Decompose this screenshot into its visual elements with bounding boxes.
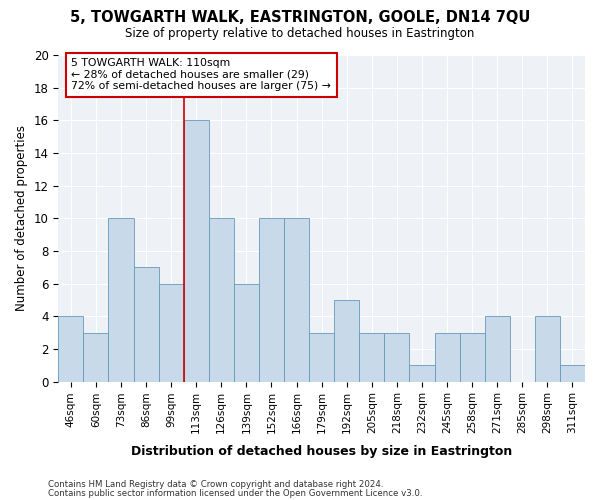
Bar bbox=[460, 332, 485, 382]
Bar bbox=[284, 218, 309, 382]
Text: 5 TOWGARTH WALK: 110sqm
← 28% of detached houses are smaller (29)
72% of semi-de: 5 TOWGARTH WALK: 110sqm ← 28% of detache… bbox=[71, 58, 331, 92]
Bar bbox=[158, 284, 184, 382]
Bar bbox=[309, 332, 334, 382]
Bar bbox=[134, 268, 158, 382]
Bar bbox=[334, 300, 359, 382]
Text: Contains public sector information licensed under the Open Government Licence v3: Contains public sector information licen… bbox=[48, 490, 422, 498]
Bar bbox=[58, 316, 83, 382]
Bar bbox=[359, 332, 385, 382]
Y-axis label: Number of detached properties: Number of detached properties bbox=[15, 126, 28, 312]
Bar bbox=[234, 284, 259, 382]
Bar bbox=[184, 120, 209, 382]
Bar bbox=[109, 218, 134, 382]
Bar bbox=[259, 218, 284, 382]
Bar bbox=[209, 218, 234, 382]
Bar bbox=[485, 316, 510, 382]
Text: Contains HM Land Registry data © Crown copyright and database right 2024.: Contains HM Land Registry data © Crown c… bbox=[48, 480, 383, 489]
Bar bbox=[83, 332, 109, 382]
Bar bbox=[535, 316, 560, 382]
Bar bbox=[409, 365, 434, 382]
X-axis label: Distribution of detached houses by size in Eastrington: Distribution of detached houses by size … bbox=[131, 444, 512, 458]
Text: 5, TOWGARTH WALK, EASTRINGTON, GOOLE, DN14 7QU: 5, TOWGARTH WALK, EASTRINGTON, GOOLE, DN… bbox=[70, 10, 530, 25]
Text: Size of property relative to detached houses in Eastrington: Size of property relative to detached ho… bbox=[125, 28, 475, 40]
Bar bbox=[434, 332, 460, 382]
Bar bbox=[560, 365, 585, 382]
Bar bbox=[385, 332, 409, 382]
